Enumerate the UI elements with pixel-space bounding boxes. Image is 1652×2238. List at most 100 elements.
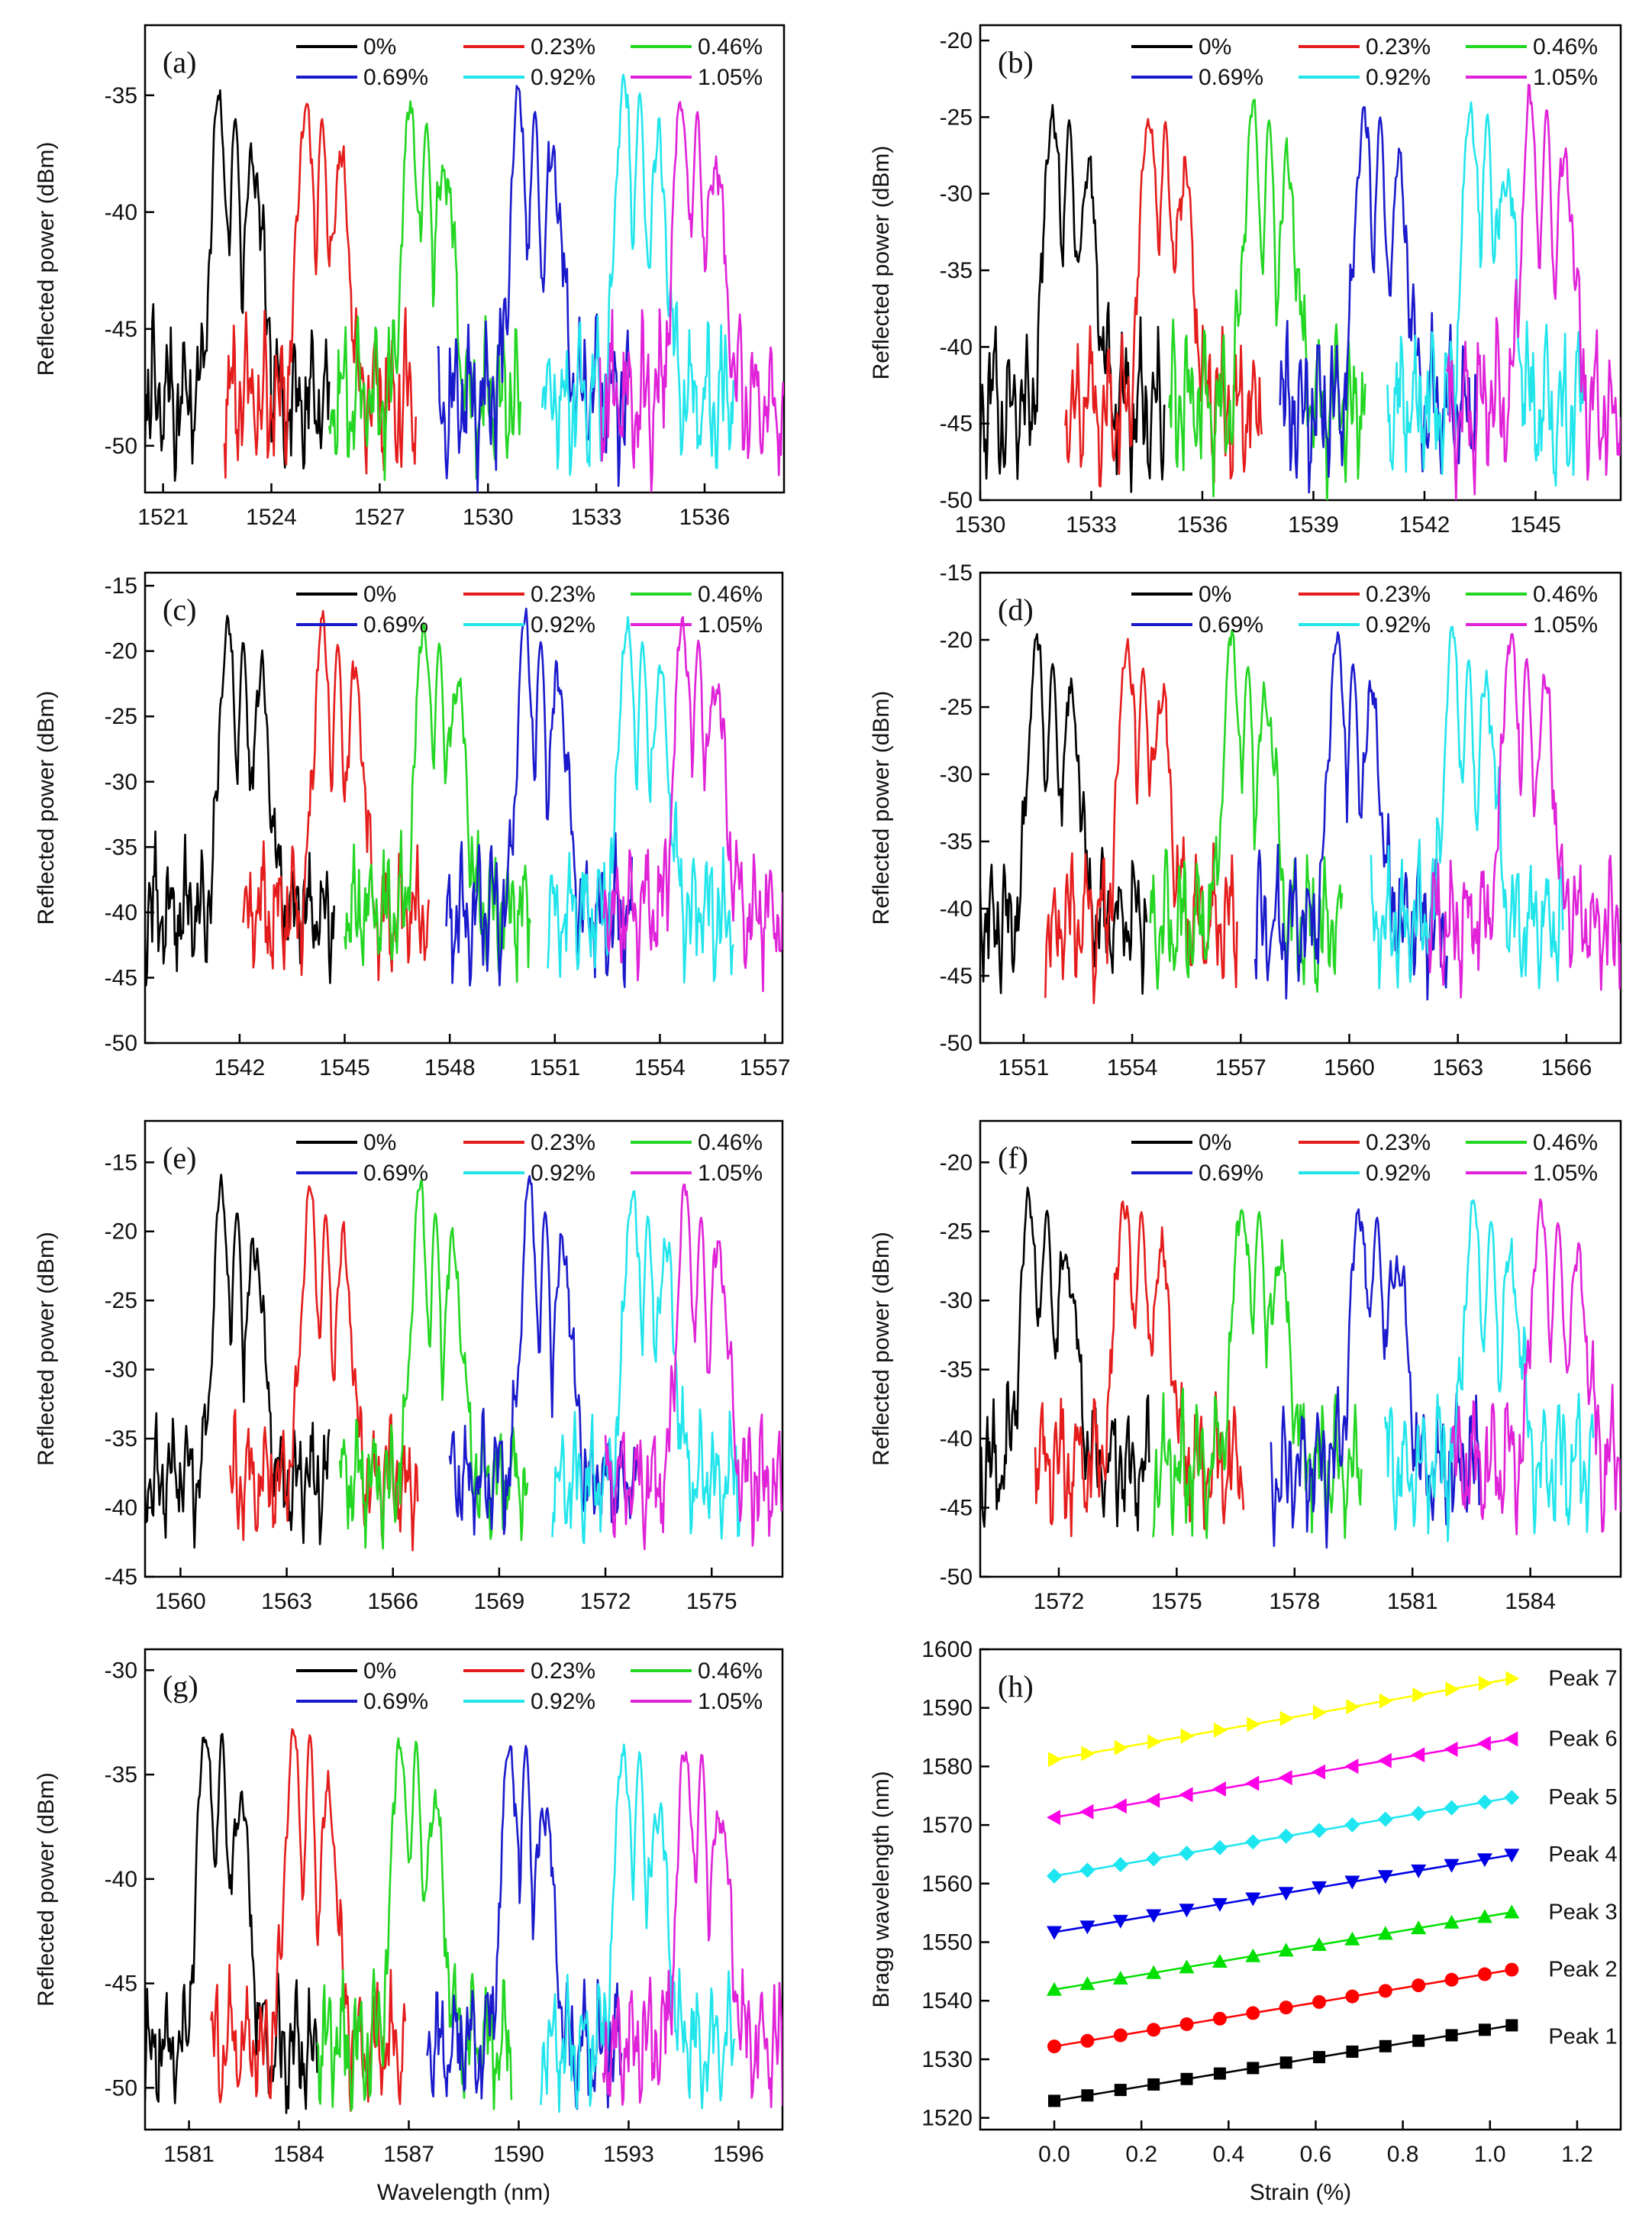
x-tick-label: 1560: [155, 1589, 206, 1614]
x-tick-label: 1569: [474, 1589, 525, 1614]
y-tick-label: -45: [940, 1496, 973, 1521]
series-peak-6: Peak 6: [1047, 1726, 1618, 1826]
x-tick-label: 1548: [424, 1055, 476, 1080]
series-label: Peak 3: [1548, 1900, 1617, 1924]
series-label: Peak 1: [1548, 2024, 1617, 2049]
legend-label: 0.69%: [1199, 65, 1263, 90]
data-point: [1344, 1758, 1359, 1775]
data-point: [1079, 1804, 1094, 1820]
legend-label: 0.46%: [1533, 1130, 1598, 1155]
spectrum-line-0-92pct: [551, 1190, 741, 1545]
data-point: [1476, 1736, 1491, 1752]
y-tick-label: 1530: [921, 2047, 973, 2072]
spectra-group: [145, 73, 784, 492]
spectrum-line-1-05pct: [604, 1184, 782, 1551]
data-point: [1476, 1909, 1492, 1923]
data-point: [1047, 1926, 1062, 1940]
x-tick-label: 1578: [1269, 1589, 1320, 1614]
data-point: [1079, 1920, 1095, 1935]
y-tick-label: -45: [105, 1565, 137, 1590]
x-tick-label: 1.2: [1561, 2142, 1593, 2167]
spectrum-line-0pct: [145, 1733, 318, 2114]
panel-tag: (c): [163, 593, 196, 627]
spectrum-line-0pct: [980, 104, 1166, 493]
legend-label: 0%: [1199, 582, 1231, 607]
spectrum-line-0-92pct: [1386, 101, 1585, 487]
data-point: [1212, 1897, 1228, 1912]
y-tick-label: -20: [105, 639, 137, 664]
x-tick-label: 1566: [1541, 1055, 1592, 1080]
x-tick-label: 1536: [679, 505, 731, 530]
spectrum-line-1-05pct: [602, 615, 782, 993]
legend-label: 0%: [363, 1130, 396, 1155]
legend-label: 0.46%: [1533, 34, 1598, 60]
x-tick-label: 1545: [1510, 512, 1561, 538]
series-label: Peak 5: [1548, 1785, 1617, 1810]
panel-a: 1521 1524 1527 1530 1533 1536 -35 -40 -45 -50 Refl…: [34, 24, 786, 530]
legend-label: 0.23%: [1366, 1130, 1431, 1155]
panel-tag: (h): [998, 1669, 1034, 1704]
data-point: [1312, 1823, 1327, 1839]
y-tick-label: 1590: [921, 1696, 973, 1721]
data-point: [1245, 1775, 1260, 1791]
data-point: [1278, 1943, 1294, 1957]
data-point: [1247, 1716, 1261, 1733]
data-point: [1247, 2062, 1260, 2075]
data-point: [1112, 1914, 1128, 1929]
data-point: [1079, 1976, 1095, 1991]
x-tick-label: 1551: [999, 1055, 1050, 1080]
x-tick-label: 1560: [1324, 1055, 1375, 1080]
y-tick-label: -30: [105, 1658, 137, 1683]
data-point: [1444, 1800, 1460, 1816]
legend-label: 0.23%: [531, 34, 595, 60]
y-tick-label: -40: [940, 896, 973, 922]
x-tick-label: 0.8: [1387, 2142, 1419, 2167]
y-tick-label: 1570: [921, 1813, 973, 1838]
legend-label: 1.05%: [698, 1161, 763, 1186]
x-tick-label: 1536: [1177, 512, 1228, 538]
panel-f: 1572 1575 1578 1581 1584 -20 -25 -30 -35 -40 -45 -5…: [869, 1119, 1622, 1614]
data-point: [1412, 1978, 1426, 1993]
x-tick-label: 1554: [634, 1055, 686, 1080]
data-point: [1179, 2017, 1194, 2031]
data-point: [1478, 1675, 1492, 1691]
panel-tag: (a): [163, 45, 196, 79]
plot-frame: [144, 1119, 784, 1578]
data-point: [1278, 1887, 1294, 1901]
spectrum-line-0pct: [980, 1187, 1150, 1532]
y-tick-label: -15: [940, 560, 973, 586]
series-label: Peak 4: [1548, 1842, 1617, 1867]
x-tick-label: 1566: [367, 1589, 418, 1614]
spectra-group: [980, 1187, 1621, 1549]
y-tick-label: -25: [940, 695, 973, 720]
data-point: [1505, 1962, 1519, 1977]
data-point: [1504, 1790, 1520, 1806]
y-tick-label: -30: [105, 770, 137, 795]
data-point: [1477, 1967, 1492, 1981]
data-point: [1377, 1811, 1393, 1827]
spectrum-line-0-46pct: [338, 1179, 529, 1550]
data-point: [1212, 1839, 1228, 1855]
plot-frame: [979, 1119, 1622, 1578]
x-tick-label: 1590: [493, 2142, 544, 2167]
data-point: [1412, 2034, 1425, 2047]
x-tick-label: 1584: [273, 2142, 324, 2167]
data-point: [1146, 1792, 1160, 1808]
panel-tag: (b): [998, 45, 1034, 79]
data-point: [1346, 1699, 1360, 1715]
x-tick-label: 1581: [163, 2142, 215, 2167]
legend-label: 0.23%: [1366, 34, 1431, 60]
data-point: [1504, 1849, 1520, 1863]
spectrum-line-0-92pct: [547, 615, 735, 983]
x-tick-label: 1584: [1505, 1589, 1556, 1614]
panel-tag: (g): [163, 1669, 198, 1704]
y-tick-label: -30: [940, 762, 973, 787]
y-axis-title: Bragg wavelength (nm): [869, 1771, 894, 2007]
data-point: [1213, 1722, 1228, 1738]
data-point: [1312, 1881, 1327, 1895]
y-axis-title: Reflected power (dBm): [34, 1232, 59, 1466]
spectrum-line-1-05pct: [1445, 83, 1621, 500]
data-point: [1478, 2023, 1491, 2036]
